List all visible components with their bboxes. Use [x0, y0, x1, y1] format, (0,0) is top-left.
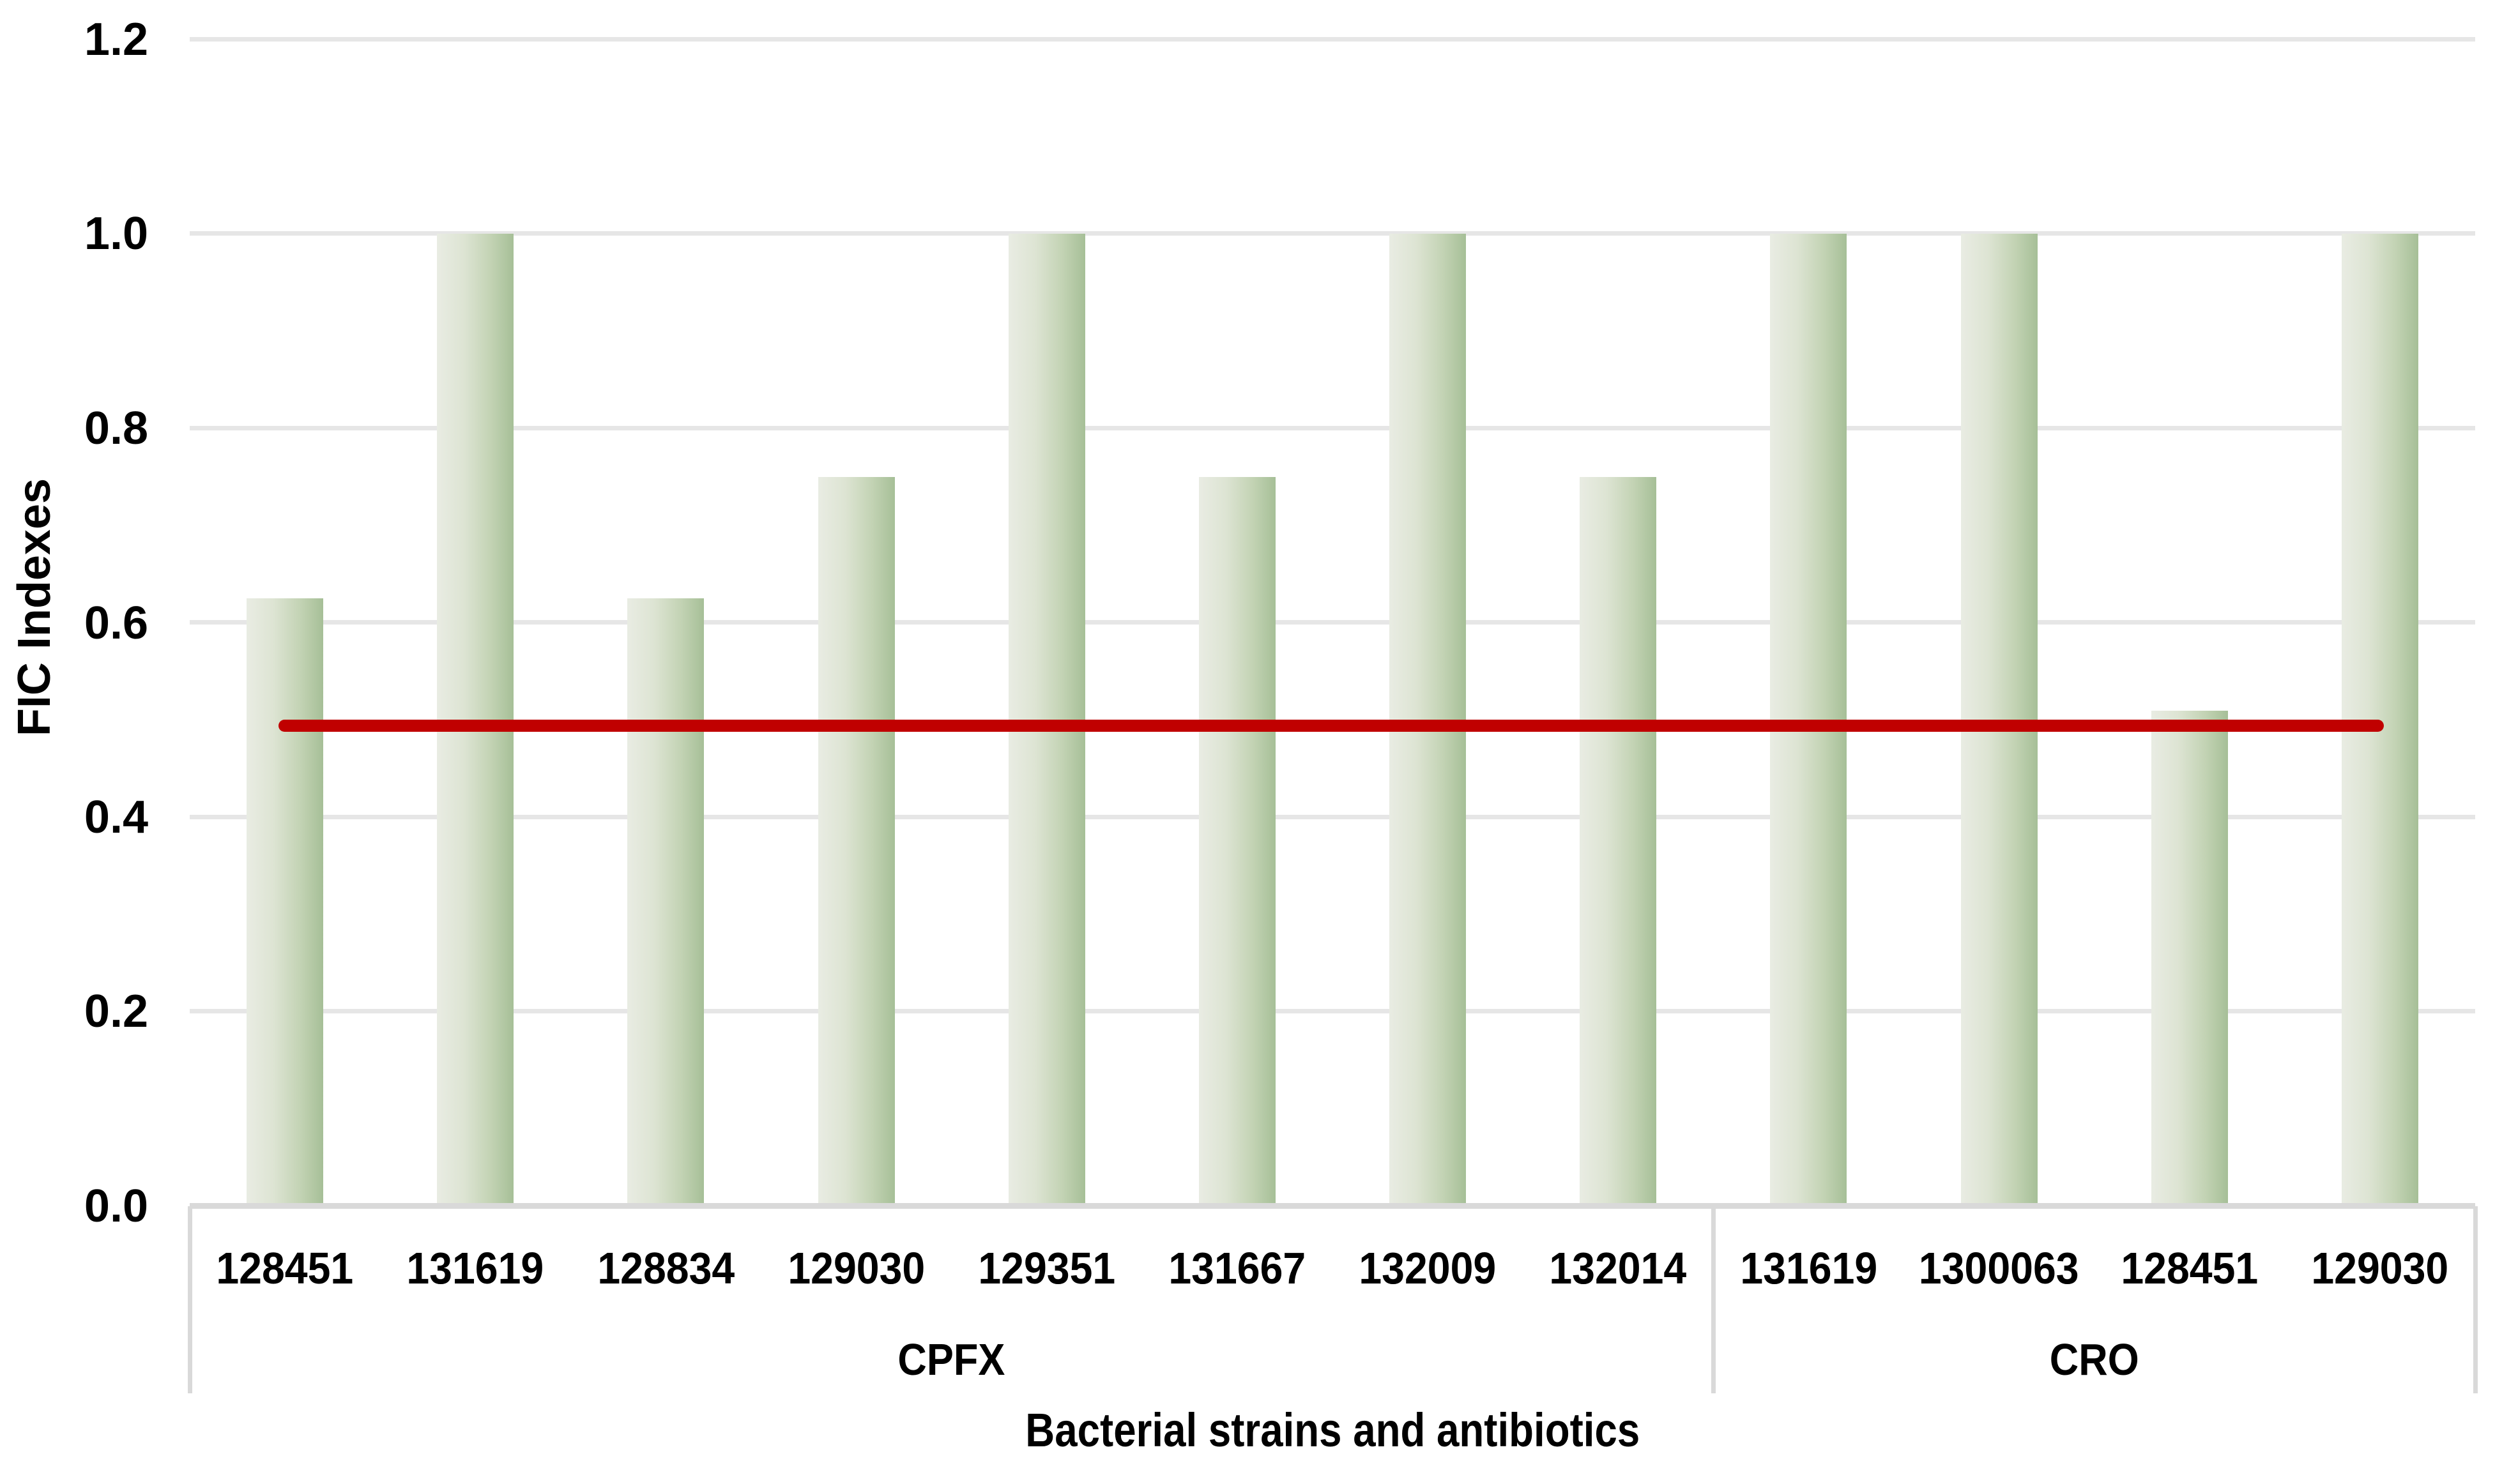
bar-series: [190, 37, 2475, 1204]
x-axis-line: [190, 1203, 2475, 1209]
plot-area: [190, 37, 2475, 1209]
bar-CPFX-128834: [627, 598, 705, 1204]
threshold-line: [278, 720, 2384, 732]
y-tick-label: 0.2: [84, 986, 148, 1037]
grid-line: [190, 1009, 2475, 1013]
bar-CRO-131619: [1770, 234, 1847, 1204]
y-tick-label: 1.0: [84, 208, 148, 259]
strain-label: 131667: [1168, 1243, 1306, 1293]
x-axis-title: Bacterial strains and antibiotics: [1025, 1404, 1640, 1457]
strain-slot: 132009: [1332, 1223, 1523, 1313]
bar-CRO-128451: [2151, 711, 2228, 1204]
bar-slot: [1904, 37, 2094, 1204]
bar-CPFX-132014: [1580, 477, 1657, 1204]
group-cell-CRO: CRO: [1713, 1315, 2475, 1404]
group-label: CPFX: [897, 1335, 1005, 1384]
strain-slot: 128834: [570, 1223, 761, 1313]
strain-label: 129351: [978, 1243, 1116, 1293]
y-tick-label: 0.8: [84, 403, 148, 454]
bar-CPFX-132009: [1389, 234, 1467, 1204]
y-tick-label: 0.6: [84, 598, 148, 649]
group-label-row: CPFX CRO: [190, 1315, 2475, 1404]
bar-CPFX-129351: [1008, 234, 1085, 1204]
bar-slot: [2094, 37, 2285, 1204]
bar-slot: [952, 37, 1142, 1204]
y-tick-label: 0.4: [84, 792, 148, 843]
bar-slot: [1713, 37, 1903, 1204]
strain-label-row: 128451 131619 128834 129030 129351 131667 1320…: [190, 1223, 2475, 1313]
strain-slot: 128451: [2094, 1223, 2285, 1313]
strain-slot: 128451: [190, 1223, 380, 1313]
bar-CPFX-131667: [1198, 477, 1276, 1204]
category-separator: [188, 1206, 192, 1393]
group-cell-CPFX: CPFX: [190, 1315, 1713, 1404]
grid-line: [190, 620, 2475, 625]
bar-slot: [380, 37, 570, 1204]
strain-label: 128451: [2121, 1243, 2259, 1293]
grid-line: [190, 231, 2475, 236]
bar-slot: [1142, 37, 1332, 1204]
strain-slot: 129030: [2285, 1223, 2475, 1313]
strain-slot: 1300063: [1904, 1223, 2094, 1313]
strain-label: 132009: [1359, 1243, 1497, 1293]
bar-slot: [2285, 37, 2475, 1204]
bar-CRO-129030: [2341, 234, 2418, 1204]
bar-CRO-1300063: [1960, 234, 2038, 1204]
strain-label: 1300063: [1919, 1243, 2079, 1293]
category-separator: [1711, 1206, 1716, 1393]
strain-label: 129030: [2311, 1243, 2449, 1293]
bar-CPFX-128451: [247, 598, 324, 1204]
strain-slot: 131667: [1142, 1223, 1332, 1313]
bar-slot: [1332, 37, 1523, 1204]
bar-slot: [190, 37, 380, 1204]
category-separator: [2473, 1206, 2478, 1393]
strain-slot: 131619: [1713, 1223, 1903, 1313]
y-tick-label: 0.0: [84, 1181, 148, 1232]
bar-slot: [1523, 37, 1713, 1204]
strain-slot: 132014: [1523, 1223, 1713, 1313]
bar-slot: [761, 37, 952, 1204]
category-axis: 128451 131619 128834 129030 129351 131667 1320…: [188, 1206, 2478, 1393]
grid-line: [190, 426, 2475, 430]
y-tick-label: 1.2: [84, 14, 148, 65]
group-label: CRO: [2049, 1335, 2139, 1384]
strain-label: 132014: [1549, 1243, 1687, 1293]
strain-label: 131619: [1740, 1243, 1877, 1293]
x-axis-title-wrap: Bacterial strains and antibiotics: [190, 1392, 2475, 1469]
bar-CPFX-129030: [818, 477, 895, 1204]
grid-line: [190, 815, 2475, 819]
bar-CPFX-131619: [437, 234, 514, 1204]
strain-slot: 131619: [380, 1223, 570, 1313]
grid-line: [190, 37, 2475, 42]
strain-slot: 129351: [952, 1223, 1142, 1313]
bar-slot: [570, 37, 761, 1204]
strain-label: 129030: [788, 1243, 926, 1293]
strain-label: 128834: [597, 1243, 735, 1293]
strain-label: 131619: [406, 1243, 544, 1293]
strain-slot: 129030: [761, 1223, 952, 1313]
strain-label: 128451: [216, 1243, 354, 1293]
